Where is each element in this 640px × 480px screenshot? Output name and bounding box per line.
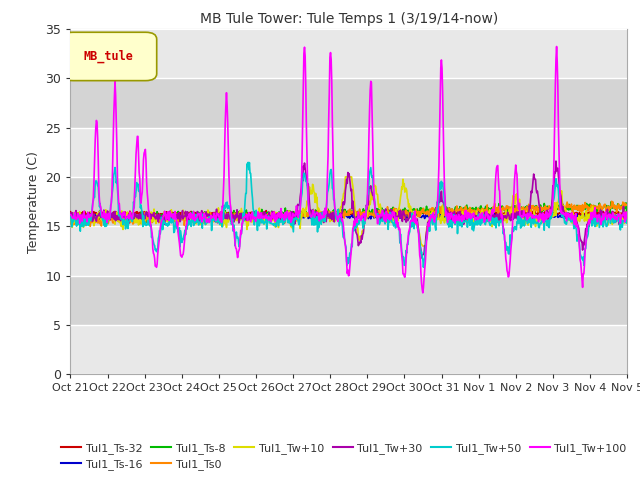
Bar	[70, 78, 627, 128]
Title: MB Tule Tower: Tule Temps 1 (3/19/14-now): MB Tule Tower: Tule Temps 1 (3/19/14-now…	[200, 12, 498, 26]
Y-axis label: Temperature (C): Temperature (C)	[27, 151, 40, 252]
FancyBboxPatch shape	[62, 32, 157, 81]
Text: MB_tule: MB_tule	[83, 50, 133, 63]
Bar	[70, 177, 627, 226]
Bar	[70, 325, 627, 374]
Bar	[70, 226, 627, 276]
Bar	[70, 276, 627, 325]
Bar	[70, 29, 627, 78]
Bar	[70, 128, 627, 177]
Legend: Tul1_Ts-32, Tul1_Ts-16, Tul1_Ts-8, Tul1_Ts0, Tul1_Tw+10, Tul1_Tw+30, Tul1_Tw+50,: Tul1_Ts-32, Tul1_Ts-16, Tul1_Ts-8, Tul1_…	[57, 438, 631, 474]
